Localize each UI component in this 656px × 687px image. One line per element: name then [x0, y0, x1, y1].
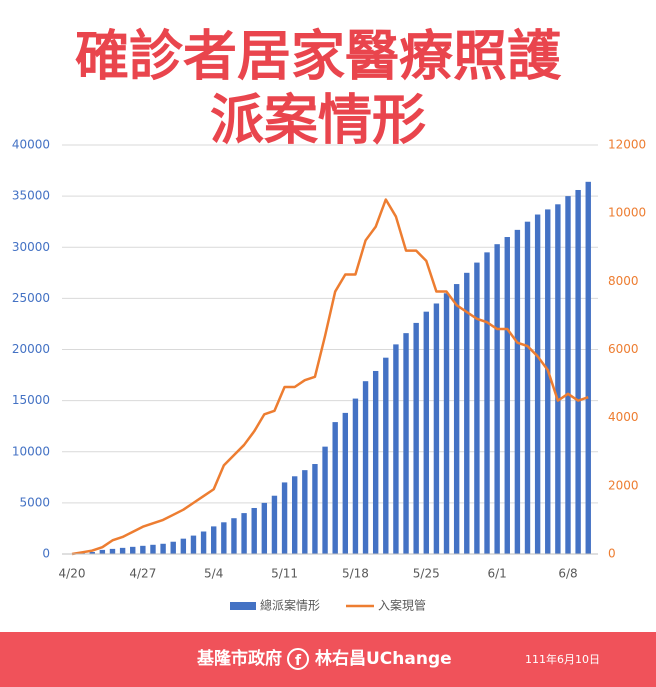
bar [130, 546, 136, 554]
y-tick-label: 25000 [12, 291, 50, 305]
bar [271, 495, 278, 554]
y2-tick-label: 12000 [608, 138, 646, 152]
bar [534, 214, 541, 554]
bar [241, 513, 247, 554]
bar [109, 548, 116, 554]
y-tick-label: 0 [42, 547, 50, 561]
bar [524, 221, 531, 554]
bar [291, 476, 298, 554]
x-tick-label: 5/4 [204, 567, 223, 581]
y-tick-label: 15000 [12, 393, 50, 407]
bar [261, 502, 268, 554]
chart-title: 確診者居家醫療照護 [75, 25, 562, 88]
bar [211, 526, 217, 554]
bar [362, 381, 369, 554]
bar [302, 470, 308, 554]
legend-label: 總派案情形 [260, 598, 320, 613]
bar [322, 446, 328, 554]
bar [332, 422, 338, 554]
bar [200, 531, 207, 554]
bar [99, 549, 106, 554]
bar [423, 311, 429, 554]
bar [119, 547, 126, 554]
legend-label: 入案現管 [378, 598, 426, 613]
bar [494, 244, 500, 554]
bar [383, 357, 389, 554]
bar [312, 464, 318, 554]
y-tick-label: 40000 [12, 138, 50, 152]
x-tick-label: 5/11 [271, 567, 298, 581]
bar [565, 196, 571, 554]
x-tick-label: 4/20 [59, 567, 86, 581]
bar [474, 262, 480, 554]
bar [545, 209, 551, 555]
y2-tick-label: 2000 [608, 478, 639, 492]
bar [140, 545, 146, 554]
bar [433, 303, 440, 554]
bar [251, 507, 257, 554]
footer-date: 111年6月10日 [525, 652, 600, 666]
bar [352, 398, 359, 554]
y-tick-label: 35000 [12, 189, 50, 203]
bar [342, 412, 349, 554]
bar [221, 522, 227, 554]
bar [514, 229, 521, 554]
line [71, 198, 589, 556]
x-tick-label: 6/8 [558, 567, 577, 581]
facebook-icon-f: f [295, 653, 302, 669]
bar [393, 344, 399, 554]
bar [413, 322, 419, 554]
bar [160, 543, 166, 554]
y2-tick-label: 6000 [608, 342, 639, 356]
facebook-icon [287, 648, 309, 670]
bar [372, 370, 379, 554]
bar [443, 293, 450, 554]
bar [484, 252, 490, 555]
bar [575, 189, 581, 555]
bar [504, 237, 510, 554]
bar [464, 272, 470, 554]
y2-tick-label: 0 [608, 547, 616, 561]
y-tick-label: 10000 [12, 444, 50, 458]
bar [585, 181, 591, 554]
footer-band [0, 632, 656, 687]
bar [180, 538, 187, 554]
bar [453, 284, 460, 554]
legend-swatch [230, 602, 256, 610]
bar [89, 551, 95, 554]
x-tick-label: 5/18 [342, 567, 369, 581]
bar [555, 204, 561, 554]
y2-tick-label: 8000 [608, 274, 639, 288]
bar [190, 535, 197, 554]
bar [403, 333, 409, 554]
x-tick-label: 5/25 [413, 567, 440, 581]
y-tick-label: 30000 [12, 240, 50, 254]
bar [281, 482, 288, 554]
y-tick-label: 20000 [12, 342, 50, 356]
bar [170, 541, 176, 554]
footer-page: 林右昌UChange [315, 648, 452, 669]
bar [150, 544, 156, 554]
x-tick-label: 6/1 [487, 567, 506, 581]
y-tick-label: 5000 [19, 495, 50, 509]
bar [231, 518, 237, 554]
x-tick-label: 4/27 [129, 567, 156, 581]
y2-tick-label: 10000 [608, 206, 646, 220]
y2-tick-label: 4000 [608, 410, 639, 424]
footer-source: 基隆市政府 [196, 648, 282, 669]
chart-subtitle: 派案情形 [210, 89, 426, 152]
